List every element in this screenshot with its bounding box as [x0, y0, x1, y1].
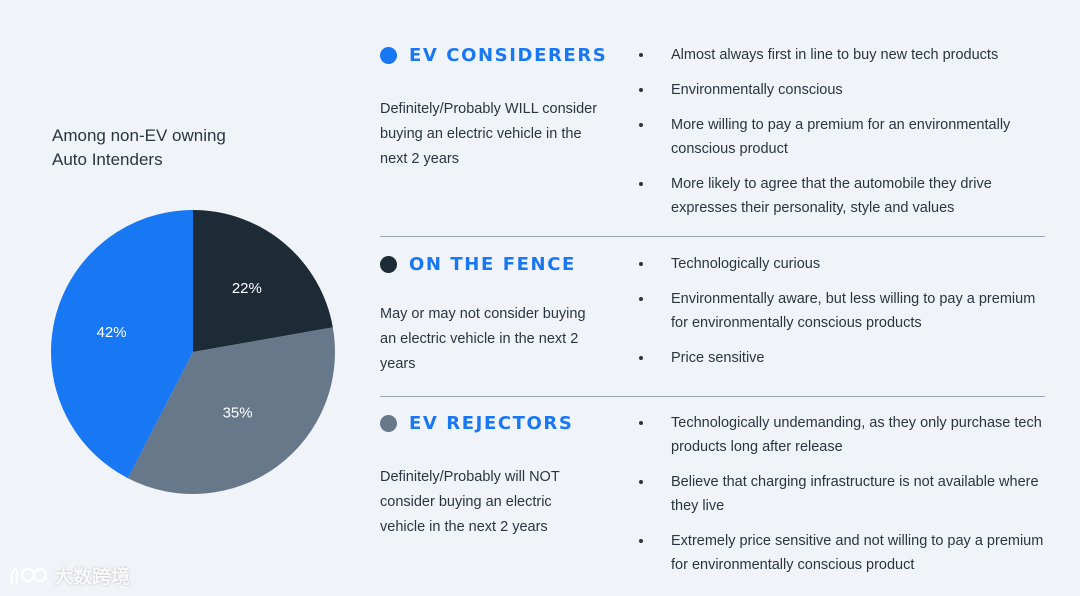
bullet-item: Environmentally aware, but less willing …	[636, 287, 1048, 335]
bullet-item: Technologically curious	[636, 252, 1048, 276]
segment-header: EV REJECTORS	[380, 411, 573, 435]
bullet-item: More likely to agree that the automobile…	[636, 172, 1048, 220]
pie-slice-label: 22%	[232, 280, 262, 297]
bullet-item: Price sensitive	[636, 346, 1048, 370]
bullet-item: Almost always first in line to buy new t…	[636, 43, 1048, 67]
bullet-item: Environmentally conscious	[636, 78, 1048, 102]
pie-slice-label: 42%	[97, 324, 127, 341]
segment-description: May or may not consider buying an electr…	[380, 306, 586, 372]
divider	[380, 396, 1045, 397]
segment-title: ON THE FENCE	[409, 253, 576, 275]
bullet-item: Extremely price sensitive and not willin…	[636, 529, 1048, 577]
watermark-logo-icon	[10, 566, 48, 585]
segment-header: EV CONSIDERERS	[380, 43, 607, 67]
pie-slice-ev-considerers	[51, 210, 194, 479]
pie-slice-label: 35%	[223, 405, 253, 422]
segment-title: EV REJECTORS	[409, 412, 574, 434]
bullet-item: More willing to pay a premium for an env…	[636, 113, 1048, 161]
bullet-item: Technologically undemanding, as they onl…	[636, 411, 1048, 459]
segment-dot	[380, 414, 397, 432]
segment-header: ON THE FENCE	[380, 252, 576, 276]
segment-bullets: Almost always first in line to buy new t…	[636, 43, 1048, 231]
pie-slice-ev-rejectors	[127, 327, 336, 494]
segment-bullets: Technologically curious Environmentally …	[636, 252, 1048, 381]
divider	[380, 236, 1045, 237]
pie-slice-on-the-fence	[193, 210, 333, 352]
segment-description: Definitely/Probably will NOT consider bu…	[380, 469, 560, 535]
segment-dot	[380, 255, 397, 273]
bullet-item: Believe that charging infrastructure is …	[636, 470, 1048, 518]
segment-dot	[380, 46, 397, 64]
segment-description: Definitely/Probably WILL consider buying…	[380, 101, 598, 167]
pie-caption-line-1: Among non-EV owning	[52, 126, 226, 145]
pie-chart: 22% 35% 42%	[51, 210, 336, 494]
segment-bullets: Technologically undemanding, as they onl…	[636, 411, 1048, 588]
watermark: 大数跨境	[8, 562, 130, 589]
segment-title: EV CONSIDERERS	[409, 44, 608, 66]
watermark-text: 大数跨境	[54, 567, 131, 588]
pie-caption-line-2: Auto Intenders	[52, 150, 163, 169]
pie-caption: Among non-EV owning Auto Intenders	[52, 124, 226, 172]
